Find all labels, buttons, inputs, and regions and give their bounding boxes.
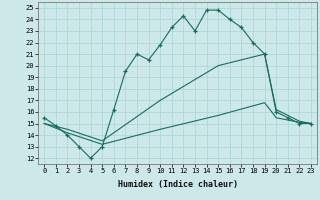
- X-axis label: Humidex (Indice chaleur): Humidex (Indice chaleur): [118, 180, 238, 189]
